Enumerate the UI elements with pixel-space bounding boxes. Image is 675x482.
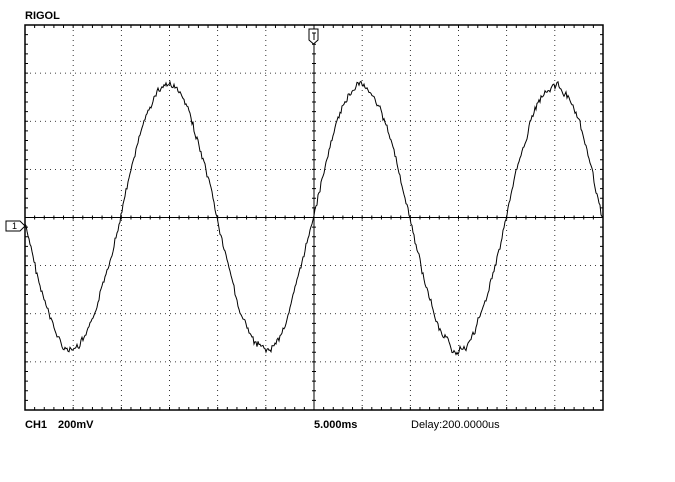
waveform [24,80,604,356]
graticule [24,24,604,411]
channel: CH1 [25,419,47,431]
brand: RIGOL [25,10,60,22]
channel-marker-box [5,220,26,232]
delay: Delay:200.0000us [411,419,500,431]
channel-marker: 1 [12,221,17,231]
screen-frame [24,24,604,411]
volt-scale: 200mV [58,419,94,431]
trigger-glyph [312,32,316,40]
timebase: 5.000ms [314,419,357,431]
